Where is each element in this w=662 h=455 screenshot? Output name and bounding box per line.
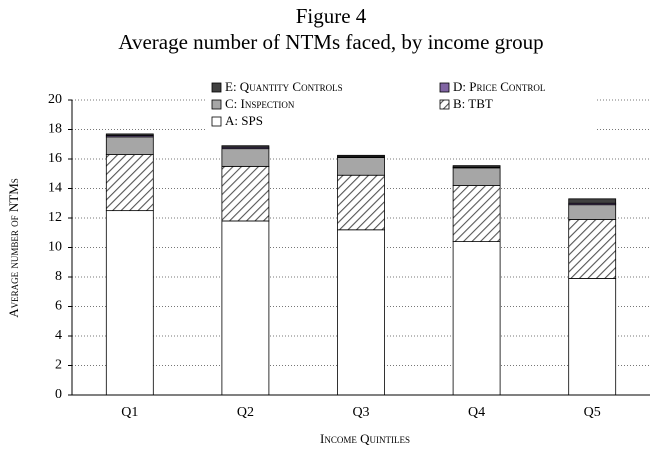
legend-swatch bbox=[439, 99, 450, 110]
y-tick-label: 0 bbox=[55, 387, 62, 402]
y-tick-label: 8 bbox=[55, 269, 62, 284]
legend-box bbox=[205, 79, 595, 133]
chart-title: Figure 4 bbox=[296, 4, 367, 28]
legend-swatch bbox=[211, 82, 222, 93]
y-tick-label: 20 bbox=[48, 92, 62, 107]
y-tick-label: 6 bbox=[55, 299, 62, 314]
legend-label: B: TBT bbox=[453, 96, 493, 111]
bar-segment bbox=[452, 167, 501, 186]
bar-segment bbox=[452, 241, 501, 396]
y-tick-label: 18 bbox=[48, 122, 62, 137]
bar-segment bbox=[337, 154, 385, 158]
legend-label: D: Price Control bbox=[453, 79, 545, 94]
y-tick-label: 14 bbox=[48, 181, 62, 196]
y-axis-title: Average number of NTMs bbox=[6, 178, 21, 318]
bar-segment bbox=[221, 145, 270, 148]
bar-segment bbox=[337, 229, 385, 396]
bar-segment bbox=[452, 185, 501, 243]
legend-label: A: SPS bbox=[225, 113, 263, 128]
bar-segment bbox=[105, 133, 154, 136]
legend-swatch bbox=[439, 82, 450, 93]
x-tick-label: Q1 bbox=[121, 405, 138, 420]
bar-segment bbox=[105, 210, 154, 396]
bar-segment bbox=[337, 174, 385, 231]
bar-segment bbox=[568, 278, 617, 396]
legend-label: C: Inspection bbox=[225, 96, 295, 111]
bar-segment bbox=[105, 154, 154, 212]
legend-swatch bbox=[211, 99, 222, 110]
chart-subtitle: Average number of NTMs faced, by income … bbox=[118, 30, 543, 54]
y-tick-label: 2 bbox=[55, 358, 62, 373]
y-tick-label: 4 bbox=[55, 328, 62, 343]
y-tick-label: 10 bbox=[48, 240, 62, 255]
bar-segment bbox=[568, 219, 617, 279]
bar-segment bbox=[221, 148, 270, 167]
bar-segment bbox=[105, 136, 154, 155]
x-tick-label: Q4 bbox=[468, 405, 485, 420]
y-tick-label: 12 bbox=[48, 210, 62, 225]
bar-segment bbox=[568, 204, 617, 220]
bar-segment bbox=[452, 165, 501, 168]
x-axis-title: Income Quintiles bbox=[320, 431, 410, 446]
legend-label: E: Quantity Controls bbox=[225, 79, 343, 94]
bar-segment bbox=[221, 165, 270, 222]
bar-segment bbox=[568, 198, 617, 204]
bar-segment bbox=[221, 220, 270, 396]
bar-segment bbox=[337, 157, 385, 176]
x-tick-label: Q2 bbox=[237, 405, 254, 420]
y-tick-label: 16 bbox=[48, 151, 62, 166]
x-tick-label: Q3 bbox=[352, 405, 369, 420]
x-tick-label: Q5 bbox=[584, 405, 601, 420]
legend-swatch bbox=[211, 116, 222, 127]
